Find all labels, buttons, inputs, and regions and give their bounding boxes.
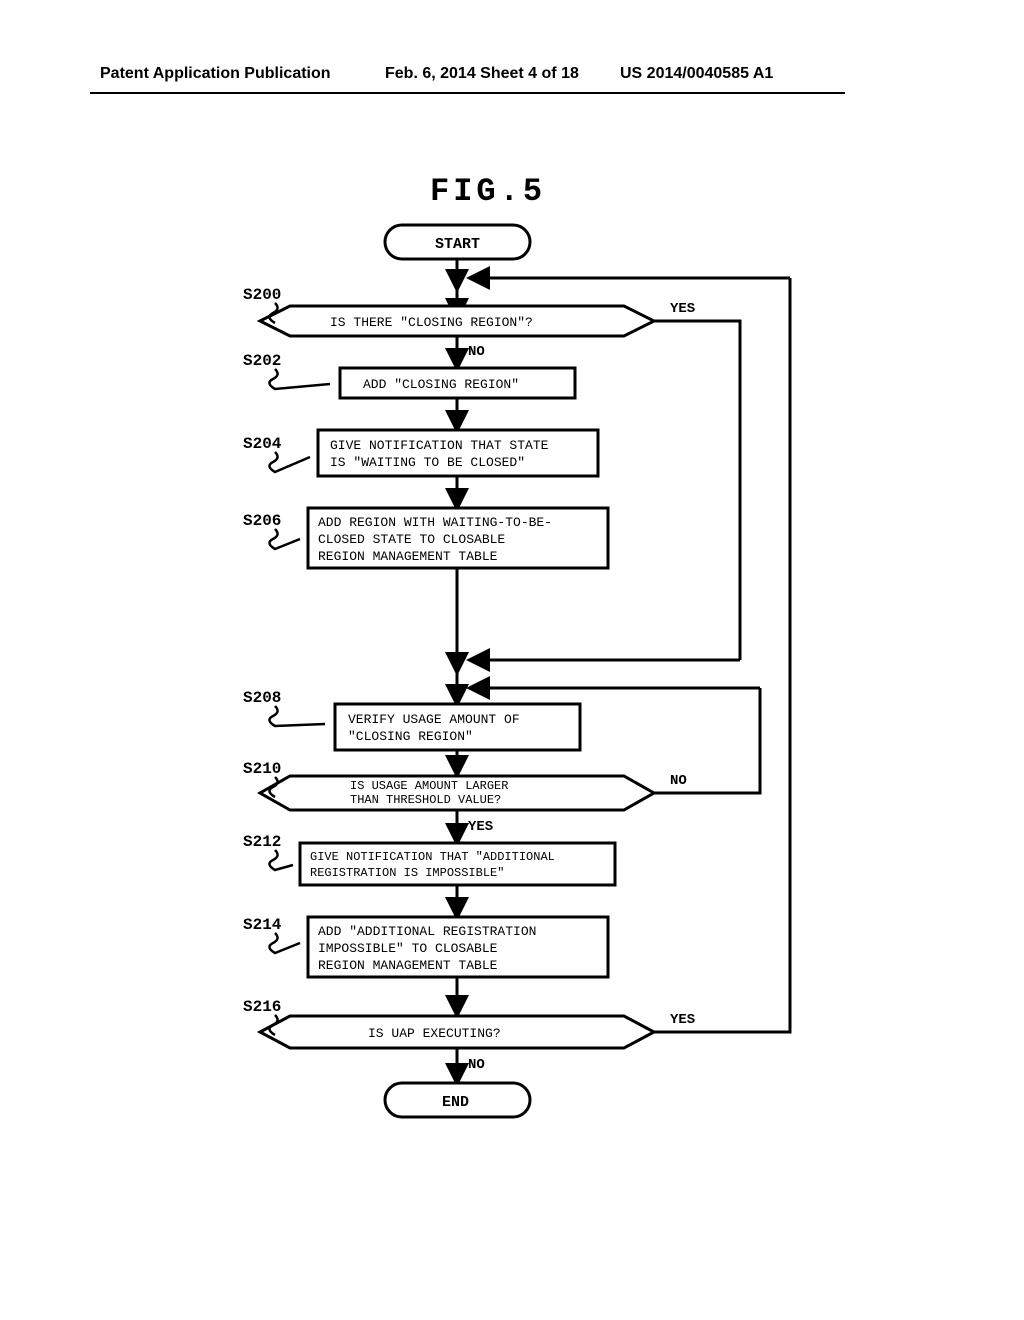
label-s216: S216 bbox=[243, 998, 281, 1016]
branch-no-s200: NO bbox=[468, 344, 485, 360]
branch-no-s210: NO bbox=[670, 773, 687, 789]
decision-s210: IS USAGE AMOUNT LARGER THAN THRESHOLD VA… bbox=[260, 776, 654, 810]
branch-yes-s210: YES bbox=[468, 819, 493, 835]
svg-text:START: START bbox=[435, 236, 480, 253]
process-s214: ADD "ADDITIONAL REGISTRATION IMPOSSIBLE"… bbox=[308, 917, 608, 977]
process-s212: GIVE NOTIFICATION THAT "ADDITIONAL REGIS… bbox=[300, 843, 615, 885]
decision-s216: IS UAP EXECUTING? bbox=[260, 1016, 654, 1048]
svg-text:ADD REGION WITH WAITING-TO-BE-: ADD REGION WITH WAITING-TO-BE- bbox=[318, 515, 552, 530]
svg-text:GIVE NOTIFICATION THAT "ADDITI: GIVE NOTIFICATION THAT "ADDITIONAL bbox=[310, 850, 555, 864]
process-s206: ADD REGION WITH WAITING-TO-BE- CLOSED ST… bbox=[308, 508, 608, 568]
svg-text:REGION MANAGEMENT TABLE: REGION MANAGEMENT TABLE bbox=[318, 549, 498, 564]
svg-text:"CLOSING REGION": "CLOSING REGION" bbox=[348, 729, 473, 744]
flowchart: FIG.5 START IS THERE "CLOSING REGION"? S… bbox=[0, 0, 1024, 1320]
svg-text:IS USAGE AMOUNT LARGER: IS USAGE AMOUNT LARGER bbox=[350, 779, 508, 793]
svg-text:IMPOSSIBLE" TO CLOSABLE: IMPOSSIBLE" TO CLOSABLE bbox=[318, 941, 498, 956]
label-s208: S208 bbox=[243, 689, 281, 707]
label-s202: S202 bbox=[243, 352, 281, 370]
svg-text:END: END bbox=[442, 1094, 469, 1111]
branch-yes-s200: YES bbox=[670, 301, 695, 317]
process-s204: GIVE NOTIFICATION THAT STATE IS "WAITING… bbox=[318, 430, 598, 476]
svg-text:GIVE NOTIFICATION THAT STATE: GIVE NOTIFICATION THAT STATE bbox=[330, 438, 549, 453]
end-node: END bbox=[385, 1083, 530, 1117]
label-s210: S210 bbox=[243, 760, 281, 778]
page: Patent Application Publication Feb. 6, 2… bbox=[0, 0, 1024, 1320]
process-s208: VERIFY USAGE AMOUNT OF "CLOSING REGION" bbox=[335, 704, 580, 750]
figure-title: FIG.5 bbox=[430, 173, 546, 210]
svg-text:CLOSED STATE TO CLOSABLE: CLOSED STATE TO CLOSABLE bbox=[318, 532, 505, 547]
label-s200: S200 bbox=[243, 286, 281, 304]
label-s212: S212 bbox=[243, 833, 281, 851]
label-s214: S214 bbox=[243, 916, 282, 934]
label-s204: S204 bbox=[243, 435, 282, 453]
label-s206: S206 bbox=[243, 512, 281, 530]
svg-text:VERIFY USAGE AMOUNT OF: VERIFY USAGE AMOUNT OF bbox=[348, 712, 520, 727]
process-s202: ADD "CLOSING REGION" bbox=[340, 368, 575, 398]
svg-text:REGISTRATION IS IMPOSSIBLE": REGISTRATION IS IMPOSSIBLE" bbox=[310, 866, 504, 880]
svg-text:ADD "ADDITIONAL REGISTRATION: ADD "ADDITIONAL REGISTRATION bbox=[318, 924, 536, 939]
branch-no-s216: NO bbox=[468, 1057, 485, 1073]
svg-text:ADD "CLOSING REGION": ADD "CLOSING REGION" bbox=[363, 377, 519, 392]
branch-yes-s216: YES bbox=[670, 1012, 695, 1028]
svg-text:THAN THRESHOLD VALUE?: THAN THRESHOLD VALUE? bbox=[350, 793, 501, 807]
decision-s200: IS THERE "CLOSING REGION"? bbox=[260, 306, 654, 336]
svg-text:IS "WAITING TO BE CLOSED": IS "WAITING TO BE CLOSED" bbox=[330, 455, 525, 470]
svg-text:IS UAP EXECUTING?: IS UAP EXECUTING? bbox=[368, 1026, 501, 1041]
svg-text:REGION MANAGEMENT TABLE: REGION MANAGEMENT TABLE bbox=[318, 958, 498, 973]
svg-text:IS THERE "CLOSING REGION"?: IS THERE "CLOSING REGION"? bbox=[330, 315, 533, 330]
start-node: START bbox=[385, 225, 530, 259]
